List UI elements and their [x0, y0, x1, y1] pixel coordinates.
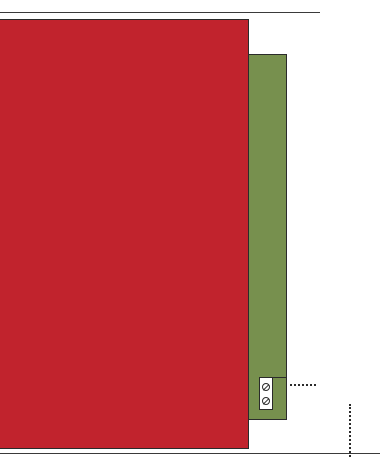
dotted-leader-horizontal — [290, 384, 316, 386]
terminal-tab-line — [273, 377, 287, 378]
screw-icon — [262, 397, 270, 405]
red-panel — [0, 19, 249, 449]
terminal-block — [259, 377, 273, 410]
bottom-edge-line — [0, 453, 380, 454]
top-edge-line — [0, 12, 320, 13]
screw-icon — [262, 383, 270, 391]
dotted-leader-vertical — [349, 404, 351, 457]
green-panel — [249, 54, 287, 420]
